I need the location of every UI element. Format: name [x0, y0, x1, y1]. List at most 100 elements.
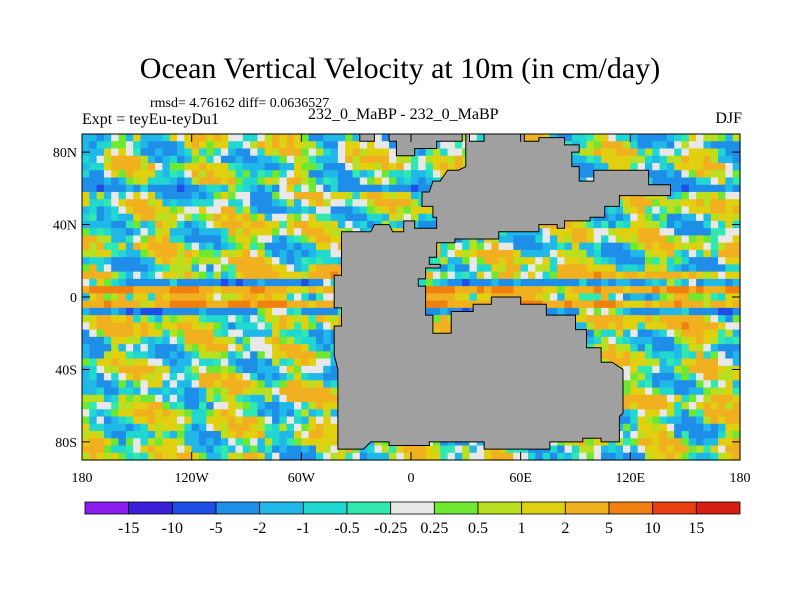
field-cell: [103, 315, 112, 323]
field-cell: [191, 184, 200, 193]
field-cell: [257, 249, 266, 258]
field-cell: [315, 300, 324, 309]
field-cell: [279, 213, 288, 222]
field-cell: [272, 394, 280, 403]
field-cell: [674, 329, 683, 338]
field-cell: [725, 336, 734, 345]
field-cell: [718, 213, 726, 222]
field-cell: [571, 228, 580, 237]
field-cell: [147, 344, 156, 352]
field-cell: [220, 249, 229, 258]
field-cell: [652, 387, 661, 396]
field-cell: [681, 220, 690, 229]
field-cell: [593, 134, 602, 142]
field-cell: [615, 206, 624, 215]
field-cell: [593, 271, 602, 280]
field-cell: [623, 373, 631, 381]
field-cell: [257, 170, 266, 179]
field-cell: [718, 416, 726, 425]
field-cell: [147, 438, 156, 447]
field-cell: [352, 170, 361, 179]
field-cell: [89, 409, 98, 418]
field-cell: [264, 257, 273, 265]
field-cell: [557, 445, 566, 454]
field-cell: [674, 394, 683, 403]
field-cell: [264, 199, 273, 208]
field-cell: [623, 358, 631, 367]
field-cell: [155, 155, 164, 164]
field-cell: [330, 402, 339, 410]
field-cell: [103, 380, 112, 389]
field-cell: [688, 315, 697, 323]
field-cell: [82, 228, 90, 237]
field-cell: [425, 184, 434, 193]
field-cell: [579, 220, 588, 229]
field-cell: [484, 242, 493, 251]
field-cell: [659, 257, 668, 265]
field-cell: [608, 329, 617, 338]
field-cell: [323, 220, 332, 229]
field-cell: [425, 162, 434, 171]
field-cell: [191, 249, 200, 258]
field-cell: [125, 206, 134, 215]
field-cell: [732, 228, 741, 237]
field-cell: [374, 452, 383, 461]
field-cell: [601, 271, 609, 280]
field-cell: [520, 286, 529, 294]
field-cell: [111, 184, 120, 193]
field-cell: [103, 423, 112, 432]
field-cell: [644, 402, 653, 410]
field-cell: [359, 162, 368, 171]
field-cell: [498, 452, 507, 461]
field-cell: [725, 148, 734, 157]
field-cell: [652, 307, 661, 316]
field-cell: [257, 452, 266, 461]
field-cell: [681, 300, 690, 309]
field-cell: [125, 402, 134, 410]
field-cell: [191, 329, 200, 338]
field-cell: [213, 184, 222, 193]
colorbar-label: 15: [688, 520, 704, 537]
field-cell: [644, 394, 653, 403]
field-cell: [315, 278, 324, 287]
field-cell: [242, 351, 251, 360]
field-cell: [162, 228, 171, 237]
field-cell: [111, 271, 120, 280]
field-cell: [228, 235, 237, 244]
field-cell: [725, 300, 734, 309]
field-cell: [630, 431, 639, 439]
field-cell: [659, 300, 668, 309]
field-cell: [601, 257, 609, 265]
field-cell: [637, 199, 646, 208]
field-cell: [272, 344, 280, 352]
field-cell: [703, 300, 712, 309]
field-cell: [111, 278, 120, 287]
field-cell: [242, 300, 251, 309]
field-cell: [732, 402, 741, 410]
field-cell: [177, 155, 185, 164]
field-cell: [623, 402, 631, 410]
field-cell: [96, 300, 105, 309]
field-cell: [286, 278, 295, 287]
field-cell: [82, 235, 90, 244]
field-cell: [279, 235, 288, 244]
field-cell: [315, 315, 324, 323]
field-cell: [286, 155, 295, 164]
field-cell: [396, 184, 405, 193]
field-cell: [367, 206, 376, 215]
field-cell: [184, 235, 193, 244]
field-cell: [257, 329, 266, 338]
field-cell: [250, 155, 259, 164]
field-cell: [111, 264, 120, 273]
field-cell: [206, 242, 215, 251]
field-cell: [162, 199, 171, 208]
field-cell: [308, 315, 317, 323]
field-cell: [89, 286, 98, 294]
field-cell: [637, 228, 646, 237]
field-cell: [520, 235, 529, 244]
field-cell: [242, 293, 251, 302]
field-cell: [315, 271, 324, 280]
field-cell: [659, 402, 668, 410]
field-cell: [703, 351, 712, 360]
field-cell: [520, 242, 529, 251]
